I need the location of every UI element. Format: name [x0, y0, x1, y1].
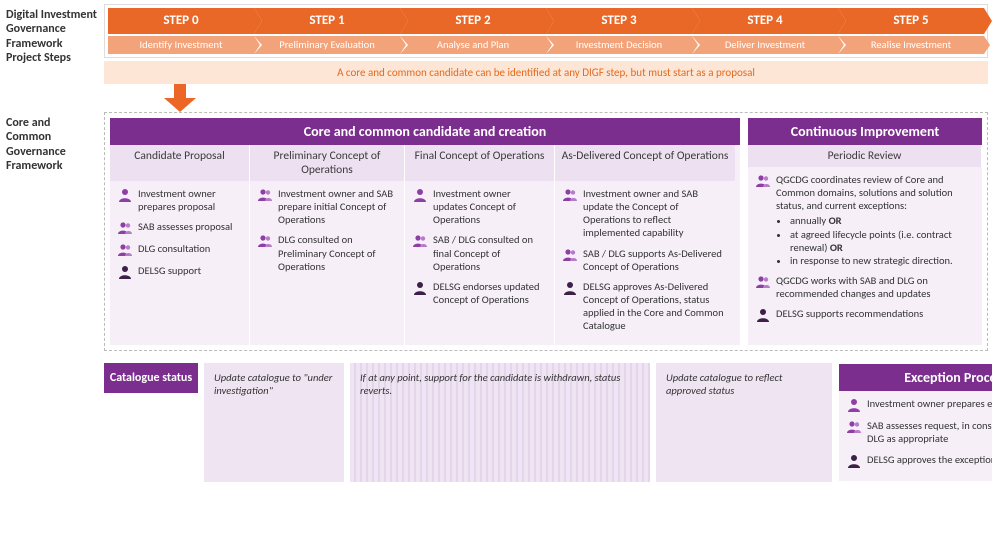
main-panel: Core and common candidate and creation C…: [109, 117, 741, 346]
list-item: Investment owner prepares exception requ…: [847, 397, 992, 412]
list-item: DELSG approves As-Delivered Concept of O…: [563, 280, 727, 333]
step-sub-chevron: Realise Investment: [838, 36, 984, 54]
catalogue-status-label: Catalogue status: [104, 363, 198, 393]
down-arrow-icon: [164, 84, 194, 112]
list-item: QGCDG works with SAB and DLG on recommen…: [756, 274, 974, 300]
governance-label: Core and Common Governance Framework: [4, 112, 104, 351]
step-chevron: STEP 5: [838, 8, 984, 34]
list-item: DELSG approves the exception.: [847, 453, 992, 468]
list-item: Investment owner and SAB update the Conc…: [563, 187, 727, 240]
column: Investment owner prepares proposal SAB as…: [110, 181, 250, 345]
column: Investment owner and SAB update the Conc…: [555, 181, 735, 345]
step-sub-chevron: Identify Investment: [108, 36, 254, 54]
column-subhead: Final Concept of Operations: [405, 145, 555, 181]
exception-panel-title: Exception Process: [839, 364, 992, 391]
step-sub-chevron: Deliver Investment: [692, 36, 838, 54]
status-box: Update catalogue to reflect approved sta…: [656, 363, 832, 481]
list-item: SAB / DLG supports As-Delivered Concept …: [563, 247, 727, 273]
digf-label: Digital Investment Governance Framework …: [4, 4, 104, 112]
column-subhead: Candidate Proposal: [110, 145, 250, 181]
list-item: SAB assesses request, in consultation wi…: [847, 419, 992, 445]
column-subhead: As-Delivered Concept of Operations: [555, 145, 735, 181]
column: Investment owner updates Concept of Oper…: [405, 181, 555, 345]
governance-label-text: Core and Common Governance Framework: [6, 116, 98, 174]
list-item: DLG consultation: [118, 242, 241, 257]
status-box: Update catalogue to "under investigation…: [204, 363, 344, 481]
step-sub-chevron: Investment Decision: [546, 36, 692, 54]
step-chevron: STEP 0: [108, 8, 254, 34]
status-box: If at any point, support for the candida…: [350, 363, 650, 481]
step-chevron: STEP 4: [692, 8, 838, 34]
list-item: Investment owner prepares proposal: [118, 187, 241, 213]
list-item: DLG consulted on Preliminary Concept of …: [258, 233, 396, 272]
list-item: SAB assesses proposal: [118, 220, 241, 235]
step-chevron: STEP 1: [254, 8, 400, 34]
digf-steps-row: Digital Investment Governance Framework …: [4, 4, 988, 112]
list-item: Investment owner and SAB prepare initial…: [258, 187, 396, 226]
exception-panel: Exception Process Investment owner prepa…: [838, 363, 992, 481]
info-bar: A core and common candidate can be ident…: [104, 61, 988, 84]
list-item: SAB / DLG consulted on final Concept of …: [413, 233, 546, 272]
governance-frame: Core and common candidate and creation C…: [104, 112, 988, 351]
step-chevron: STEP 3: [546, 8, 692, 34]
digf-label-text: Digital Investment Governance Framework …: [6, 8, 98, 66]
list-item: DELSG supports recommendations: [756, 307, 974, 322]
step-sub-chevron: Preliminary Evaluation: [254, 36, 400, 54]
step-sub-chevron: Analyse and Plan: [400, 36, 546, 54]
ci-panel-subhead: Periodic Review: [748, 145, 982, 167]
step-chevron: STEP 2: [400, 8, 546, 34]
main-panel-title: Core and common candidate and creation: [110, 118, 740, 145]
column: Investment owner and SAB prepare initial…: [250, 181, 405, 345]
steps-container: STEP 0STEP 1STEP 2STEP 3STEP 4STEP 5 Ide…: [104, 4, 988, 58]
continuous-improvement-panel: Continuous Improvement Periodic Review Q…: [747, 117, 983, 346]
governance-row: Core and Common Governance Framework Cor…: [4, 112, 988, 351]
list-item: DELSG endorses updated Concept of Operat…: [413, 280, 546, 306]
ci-panel-title: Continuous Improvement: [748, 118, 982, 145]
column-subhead: Preliminary Concept of Operations: [250, 145, 405, 181]
list-item: QGCDG coordinates review of Core and Com…: [756, 173, 974, 267]
list-item: DELSG support: [118, 264, 241, 279]
list-item: Investment owner updates Concept of Oper…: [413, 187, 546, 226]
catalogue-row: Catalogue status Update catalogue to "un…: [4, 357, 988, 481]
